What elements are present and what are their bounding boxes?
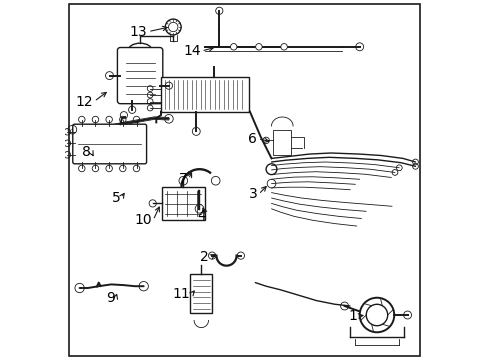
Text: 3: 3 <box>248 188 257 201</box>
FancyBboxPatch shape <box>117 48 163 104</box>
Circle shape <box>255 44 262 50</box>
Bar <box>273 130 291 155</box>
FancyBboxPatch shape <box>73 124 146 164</box>
Bar <box>190 274 212 313</box>
Text: 2: 2 <box>200 251 209 264</box>
Text: 12: 12 <box>76 95 93 108</box>
Text: 7: 7 <box>179 172 187 186</box>
Text: 9: 9 <box>106 291 115 305</box>
Circle shape <box>230 44 237 50</box>
Text: 6: 6 <box>248 132 257 145</box>
Bar <box>161 77 249 112</box>
Text: 5: 5 <box>111 191 120 205</box>
Text: 1: 1 <box>347 309 356 323</box>
Text: 14: 14 <box>183 44 200 58</box>
Text: 10: 10 <box>134 213 152 227</box>
Text: 13: 13 <box>129 25 147 39</box>
Circle shape <box>280 44 287 50</box>
Bar <box>162 187 204 220</box>
Text: 11: 11 <box>172 288 190 301</box>
Text: 8: 8 <box>81 145 90 159</box>
Text: 4: 4 <box>197 209 205 223</box>
